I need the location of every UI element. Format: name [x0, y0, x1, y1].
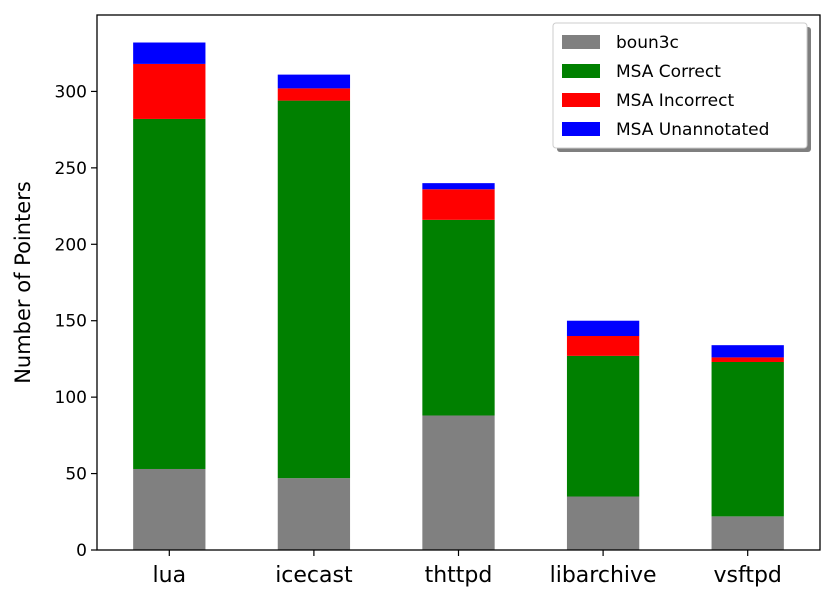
bar-vsftpd-msa-incorrect	[711, 357, 784, 362]
bar-vsftpd-boun3c	[711, 516, 784, 550]
bar-icecast-msa-unannotated	[277, 74, 351, 89]
y-tick-label: 0	[76, 541, 87, 561]
x-tick-label-lua: lua	[153, 563, 187, 588]
y-tick-label: 200	[55, 235, 87, 255]
y-axis-label: Number of Pointers	[11, 181, 35, 384]
legend: boun3c MSA Correct MSA Incorrect MSA Unanno…	[552, 22, 811, 152]
legend-label: MSA Unannotated	[616, 120, 769, 140]
legend-label: MSA Correct	[616, 62, 721, 82]
bar-lua-msa-incorrect	[133, 63, 206, 119]
x-axis-ticks: lua icecast thttpd libarchive vsftpd	[153, 550, 782, 588]
bars-group	[133, 42, 784, 550]
legend-swatch-boun3c	[562, 35, 600, 49]
legend-swatch-msa-incorrect	[562, 93, 600, 107]
bar-libarchive-msa-correct	[566, 355, 640, 497]
legend-swatch-msa-unannotated	[562, 122, 600, 136]
legend-box	[552, 22, 808, 149]
bar-vsftpd-msa-unannotated	[711, 345, 784, 358]
bar-thttpd-msa-unannotated	[422, 183, 495, 190]
bar-libarchive-msa-incorrect	[566, 336, 640, 356]
y-tick-label: 150	[55, 312, 87, 332]
bar-icecast-msa-incorrect	[277, 88, 351, 101]
bar-thttpd-boun3c	[422, 415, 495, 550]
y-axis-ticks: 0 50 100 150 200 250 300	[55, 82, 97, 561]
bar-libarchive-msa-unannotated	[566, 320, 640, 336]
plot-frame	[96, 14, 821, 551]
bar-lua-msa-unannotated	[133, 42, 206, 64]
y-tick-label: 100	[55, 388, 87, 408]
legend-swatch-msa-correct	[562, 64, 600, 78]
bar-vsftpd-msa-correct	[711, 361, 784, 517]
y-tick-label: 250	[55, 159, 87, 179]
bar-lua-boun3c	[133, 468, 206, 550]
bar-thttpd-msa-incorrect	[422, 189, 495, 220]
legend-label: MSA Incorrect	[616, 91, 734, 111]
bar-lua-msa-correct	[133, 118, 206, 469]
x-tick-label-vsftpd: vsftpd	[713, 563, 781, 588]
bar-thttpd-msa-correct	[422, 219, 495, 416]
y-tick-label: 50	[65, 465, 87, 485]
bar-icecast-boun3c	[277, 478, 351, 550]
x-tick-label-icecast: icecast	[275, 563, 353, 588]
y-tick-label: 300	[55, 82, 87, 102]
bar-icecast-msa-correct	[277, 100, 351, 479]
x-tick-label-thttpd: thttpd	[425, 563, 493, 588]
bar-libarchive-boun3c	[566, 496, 640, 550]
x-tick-label-libarchive: libarchive	[550, 563, 657, 588]
legend-label: boun3c	[616, 33, 679, 53]
